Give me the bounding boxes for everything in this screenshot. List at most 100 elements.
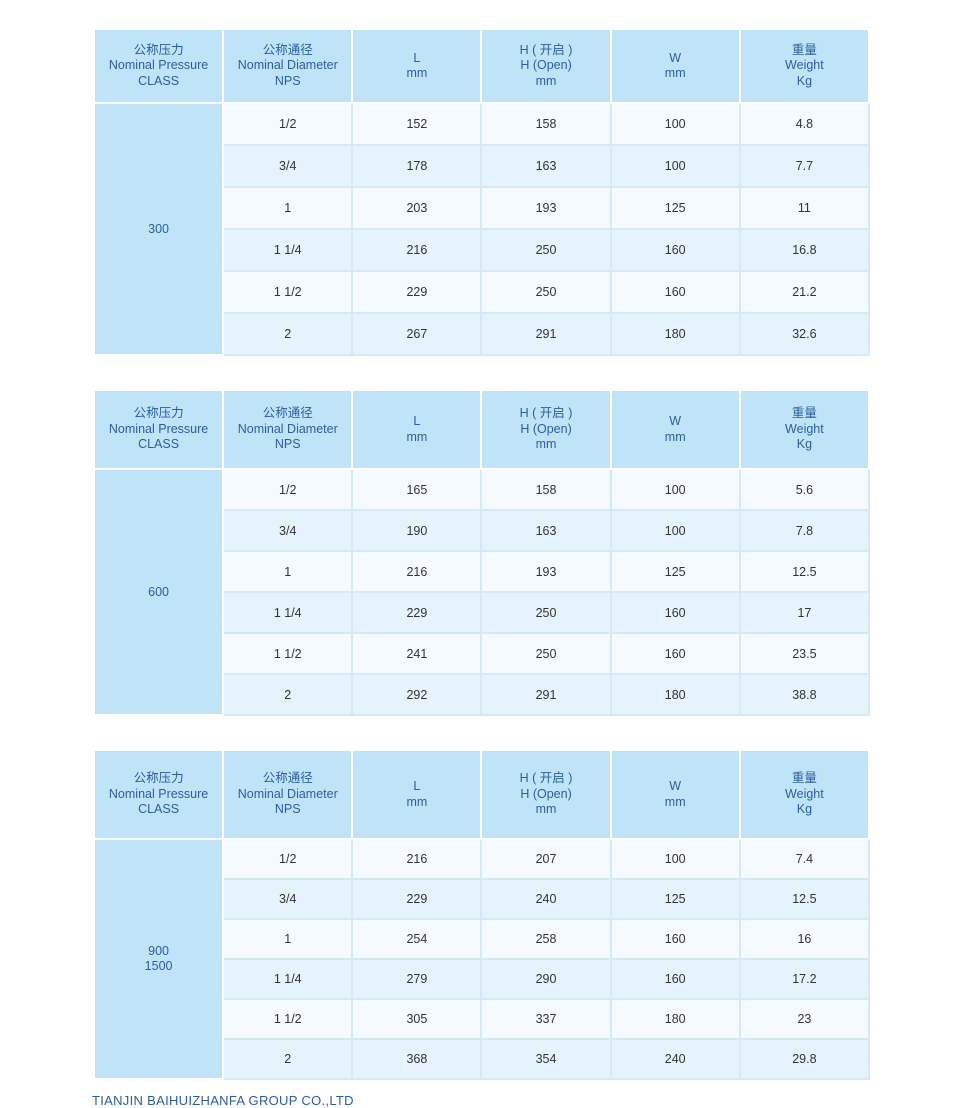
table-cell: 267 [351,312,483,356]
header-line: Weight [785,786,824,801]
header-line: Nominal Diameter [237,421,338,436]
table-cell: 160 [609,632,741,675]
header-line: NPS [274,73,301,88]
header-line: Nominal Diameter [237,58,338,73]
header-line: 公称压力 [133,406,184,421]
table-cell: 1 1/2 [222,632,354,675]
header-line: L [413,50,421,65]
table-row: 3/4 229 240 125 12.5 [94,878,871,920]
table-cell: 7.8 [738,509,871,552]
header-line: Kg [796,802,813,817]
header-line: mm [664,66,686,80]
table-cell: 12.5 [738,550,871,593]
table-cell: 1 [222,186,354,230]
table-cell: 178 [351,144,483,188]
header-line: mm [406,429,428,444]
header-line: 重量 [791,406,817,421]
spec-table-900-1500: 公称压力 Nominal Pressure CLASS 公称通径 Nominal Dia… [92,749,871,1080]
table-cell: 4.8 [738,102,871,146]
table-cell: 17.2 [738,958,871,1000]
header-line: Weight [785,421,824,436]
table-row: 1 1/2 241 250 160 23.5 [94,632,871,675]
table-row: 1 1/2 229 250 160 21.2 [94,270,871,314]
table-cell: 163 [480,144,612,188]
table-cell: 216 [351,228,483,272]
table-row: 1 254 258 160 16 [94,918,871,960]
table-row: 3/4 178 163 100 7.7 [94,144,871,188]
column-header: 公称压力 Nominal Pressure CLASS [92,389,225,470]
table-cell: 180 [609,998,741,1040]
header-row: 公称压力 Nominal Pressure CLASS 公称通径 Nominal Dia… [92,389,871,470]
table-cell: 193 [480,550,612,593]
header-line: mm [535,73,557,88]
table-cell: 203 [351,186,483,230]
table-cell: 163 [480,509,612,552]
header-line: H ( 开启 ) [519,771,573,786]
table-cell: 23.5 [738,632,871,675]
header-line: 重量 [791,771,817,786]
table-cell: 207 [480,838,612,880]
company-footer: TIANJIN BAIHUIZHANFA GROUP CO.,LTD [92,1093,354,1108]
table-row: 1 216 193 125 12.5 [94,550,871,593]
table-cell: 240 [609,1038,741,1080]
table-cell: 160 [609,270,741,314]
table-cell: 1/2 [222,102,354,146]
pressure-class-value: 300 [148,221,169,236]
table-cell: 38.8 [738,673,871,716]
header-line: Kg [796,73,813,88]
header-line: 公称通径 [262,406,313,421]
header-line: H (Open) [520,421,572,436]
header-line: Weight [785,58,824,73]
table-row: 3/4 190 163 100 7.8 [94,509,871,552]
table-cell: 291 [480,312,612,356]
table-row: 600 1/2 165 158 100 5.6 [92,468,871,716]
table-cell: 100 [609,838,741,880]
header-line: 公称通径 [262,42,313,57]
header-line: CLASS [138,802,180,817]
table-cell: 158 [480,102,612,146]
header-line: Nominal Pressure [108,58,209,73]
header-line: L [413,414,421,428]
table-cell: 3/4 [222,878,354,920]
table-cell: 291 [480,673,612,716]
column-header: 公称通径 Nominal Diameter NPS [222,389,354,470]
table-cell: 250 [480,270,612,314]
table-row: 900 1500 1/2 216 207 100 7.4 [92,838,871,1080]
table-cell: 12.5 [738,878,871,920]
table-row: 300 1/2 152 158 100 4.8 [92,102,871,356]
pressure-class-value: 600 [148,584,169,599]
table-cell: 305 [351,998,483,1040]
header-line: mm [535,437,557,452]
table-cell: 1 [222,550,354,593]
header-line: CLASS [138,437,180,452]
table-row: 1 1/4 279 290 160 17.2 [94,958,871,1000]
header-line: 重量 [791,42,817,57]
table-cell: 216 [351,838,483,880]
header-line: Nominal Pressure [108,786,209,801]
header-line: NPS [274,437,301,452]
column-header: 重量 Weight Kg [738,389,871,470]
column-header: H ( 开启 ) H (Open) mm [480,389,612,470]
table-cell: 337 [480,998,612,1040]
column-header: 公称通径 Nominal Diameter NPS [222,749,354,840]
table-cell: 5.6 [738,468,871,511]
table-cell: 229 [351,591,483,634]
table-cell: 229 [351,878,483,920]
table-cell: 160 [609,591,741,634]
table-cell: 250 [480,632,612,675]
header-line: Kg [796,437,813,452]
table-cell: 2 [222,1038,354,1080]
table-cell: 125 [609,186,741,230]
table-cell: 16 [738,918,871,960]
table-cell: 158 [480,468,612,511]
table-cell: 354 [480,1038,612,1080]
header-line: NPS [274,802,301,817]
pressure-class-value: 1500 [144,959,173,973]
spec-table-600: 公称压力 Nominal Pressure CLASS 公称通径 Nominal Dia… [92,389,871,716]
header-line: H (Open) [520,786,572,801]
table-row: 1 1/2 305 337 180 23 [94,998,871,1040]
